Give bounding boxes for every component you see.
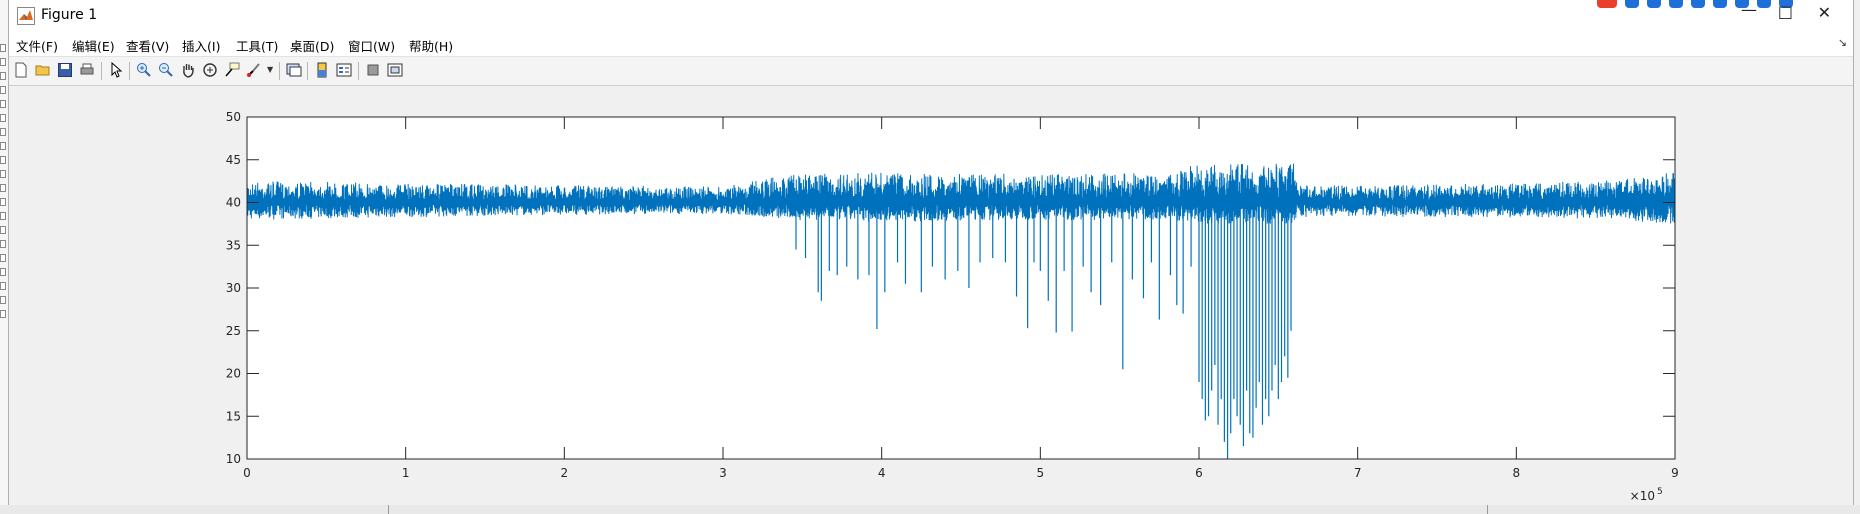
open-file-icon[interactable] <box>34 61 52 79</box>
menu-view[interactable]: 查看(V) <box>126 39 170 54</box>
zoom-in-icon[interactable] <box>135 61 153 79</box>
matlab-icon <box>17 7 35 25</box>
edit-plot-arrow-icon[interactable] <box>107 61 125 79</box>
dock-arrow-icon[interactable]: ↘ <box>1837 36 1847 49</box>
toolbar-separator <box>129 62 130 80</box>
data-cursor-icon[interactable] <box>223 61 241 79</box>
y-tick-label: 45 <box>226 153 241 167</box>
x-tick-label: 3 <box>719 466 727 480</box>
window-title: Figure 1 <box>41 7 98 23</box>
show-plot-tools-icon[interactable] <box>386 61 404 79</box>
legend-icon[interactable] <box>335 61 353 79</box>
axes-background <box>247 117 1675 459</box>
left-edge-strip <box>0 0 8 514</box>
zoom-out-icon[interactable] <box>157 61 175 79</box>
close-button[interactable]: ✕ <box>1817 3 1831 22</box>
toolbar-separator <box>358 62 359 80</box>
x-exponent-label: ×10 <box>1630 489 1655 503</box>
menu-desktop[interactable]: 桌面(D) <box>290 39 335 54</box>
x-tick-label: 9 <box>1671 466 1679 480</box>
brush-dropdown-icon[interactable]: ▼ <box>267 65 274 74</box>
colorbar-icon[interactable] <box>313 61 331 79</box>
title-bar: Figure 1 — □ ✕ <box>9 0 1853 32</box>
menu-file[interactable]: 文件(F) <box>16 39 58 54</box>
menu-help[interactable]: 帮助(H) <box>409 39 454 54</box>
figure-window: Figure 1 — □ ✕ 文件(F) 编辑(E) 查看(V) 插入(I) 工… <box>8 0 1854 506</box>
y-tick-label: 40 <box>226 196 241 210</box>
toolbar-separator <box>279 62 280 80</box>
minimize-button[interactable]: — <box>1741 0 1757 19</box>
x-tick-label: 4 <box>878 466 886 480</box>
link-plot-icon[interactable] <box>285 61 303 79</box>
x-tick-label: 5 <box>1037 466 1045 480</box>
y-tick-label: 25 <box>226 324 241 338</box>
toolbar-separator <box>307 62 308 80</box>
y-tick-label: 50 <box>226 110 241 124</box>
toolbar-separator <box>101 62 102 80</box>
y-tick-label: 15 <box>226 409 241 423</box>
x-tick-label: 7 <box>1354 466 1362 480</box>
rotate-3d-icon[interactable] <box>201 61 219 79</box>
x-tick-label: 8 <box>1513 466 1521 480</box>
hide-plot-tools-icon[interactable] <box>364 61 382 79</box>
menu-window[interactable]: 窗口(W) <box>348 39 396 54</box>
plot-layer <box>246 163 1676 459</box>
y-tick-label: 30 <box>226 281 241 295</box>
y-tick-label: 35 <box>226 238 241 252</box>
figure-toolbar: ▼ <box>9 57 1853 86</box>
x-tick-label: 1 <box>402 466 410 480</box>
y-tick-label: 20 <box>226 367 241 381</box>
bottom-edge-strip <box>0 505 1860 514</box>
brush-icon[interactable] <box>245 61 263 79</box>
menu-insert[interactable]: 插入(I) <box>182 39 221 54</box>
menu-tools[interactable]: 工具(T) <box>236 39 279 54</box>
menu-bar: 文件(F) 编辑(E) 查看(V) 插入(I) 工具(T) 桌面(D) 窗口(W… <box>9 32 1853 57</box>
x-tick-label: 2 <box>561 466 569 480</box>
x-tick-label: 0 <box>243 466 251 480</box>
maximize-button[interactable]: □ <box>1777 2 1793 21</box>
x-exponent-power: 5 <box>1657 487 1663 497</box>
save-icon[interactable] <box>56 61 74 79</box>
pan-hand-icon[interactable] <box>179 61 197 79</box>
menu-edit[interactable]: 编辑(E) <box>72 39 115 54</box>
signal-line <box>246 163 1676 225</box>
x-tick-label: 6 <box>1195 466 1203 480</box>
y-tick-label: 10 <box>226 452 241 466</box>
figure-canvas: 0 1 2 3 4 5 6 7 8 9 10 15 20 25 30 35 40 45 50 ×10 5 <box>9 86 1853 505</box>
new-figure-icon[interactable] <box>12 61 30 79</box>
system-tray-icons <box>1597 0 1793 8</box>
print-icon[interactable] <box>78 61 96 79</box>
